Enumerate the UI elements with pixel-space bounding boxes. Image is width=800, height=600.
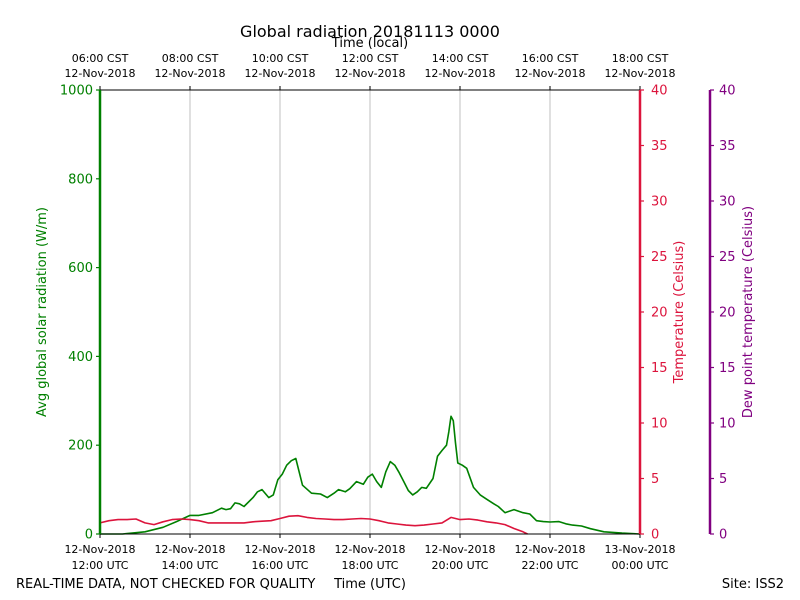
x-axis-label: Time (UTC) xyxy=(333,577,406,592)
x-tick-label: 12-Nov-2018 xyxy=(334,543,405,556)
x2-tick-label: 12-Nov-2018 xyxy=(244,67,315,80)
x2-tick-label: 12:00 CST xyxy=(342,52,399,65)
x-tick-label: 18:00 UTC xyxy=(341,559,398,572)
dewpoint-tick-label: 40 xyxy=(719,84,736,99)
x-tick-label: 12:00 UTC xyxy=(71,559,128,572)
x-tick-label: 12-Nov-2018 xyxy=(64,543,135,556)
x2-tick-label: 18:00 CST xyxy=(612,52,669,65)
radiation-axis-label: Avg global solar radiation (W/m) xyxy=(35,207,50,417)
temperature-tick-label: 35 xyxy=(651,139,668,154)
temperature-tick-label: 25 xyxy=(651,250,668,265)
dewpoint-tick-label: 20 xyxy=(719,306,736,321)
temperature-tick-label: 20 xyxy=(651,306,668,321)
radiation-tick-label: 1000 xyxy=(60,84,93,99)
x2-tick-label: 12-Nov-2018 xyxy=(64,67,135,80)
x2-tick-label: 06:00 CST xyxy=(72,52,129,65)
series-line-radiation xyxy=(100,415,641,535)
axes-layer: 12-Nov-2018 12:00 UTC 12-Nov-2018 14:00 UTC… xyxy=(35,52,756,572)
dewpoint-tick-label: 25 xyxy=(719,250,736,265)
dewpoint-tick-label: 5 xyxy=(719,472,727,487)
radiation-tick-label: 400 xyxy=(68,350,93,365)
temperature-tick-label: 5 xyxy=(651,472,659,487)
temperature-tick-label: 30 xyxy=(651,195,668,210)
x2-tick-label: 16:00 CST xyxy=(522,52,579,65)
radiation-tick-label: 800 xyxy=(68,172,93,187)
radiation-tick-label: 600 xyxy=(68,261,93,276)
temperature-tick-label: 40 xyxy=(651,84,668,99)
x2-tick-label: 12-Nov-2018 xyxy=(154,67,225,80)
x2-tick-label: 12-Nov-2018 xyxy=(334,67,405,80)
dewpoint-tick-label: 10 xyxy=(719,417,736,432)
x-tick-label: 22:00 UTC xyxy=(521,559,578,572)
x-tick-label: 12-Nov-2018 xyxy=(514,543,585,556)
dewpoint-tick-label: 15 xyxy=(719,361,736,376)
temperature-tick-label: 10 xyxy=(651,417,668,432)
temperature-tick-label: 0 xyxy=(651,528,659,543)
x2-tick-label: 14:00 CST xyxy=(432,52,489,65)
dewpoint-tick-label: 35 xyxy=(719,139,736,154)
series-line-temperature xyxy=(99,514,528,535)
dewpoint-tick-label: 0 xyxy=(719,528,727,543)
site-label: Site: ISS2 xyxy=(722,577,784,592)
x-tick-label: 00:00 UTC xyxy=(611,559,668,572)
x2-tick-label: 12-Nov-2018 xyxy=(514,67,585,80)
x2-tick-label: 12-Nov-2018 xyxy=(424,67,495,80)
x-tick-label: 13-Nov-2018 xyxy=(604,543,675,556)
x2-tick-label: 12-Nov-2018 xyxy=(604,67,675,80)
x-tick-label: 12-Nov-2018 xyxy=(424,543,495,556)
x-tick-label: 12-Nov-2018 xyxy=(244,543,315,556)
x2-tick-label: 10:00 CST xyxy=(252,52,309,65)
quality-note: REAL-TIME DATA, NOT CHECKED FOR QUALITY xyxy=(16,577,315,592)
x-tick-label: 14:00 UTC xyxy=(161,559,218,572)
series-layer xyxy=(99,415,641,535)
temperature-axis-label: Temperature (Celsius) xyxy=(672,241,687,385)
x-tick-label: 16:00 UTC xyxy=(251,559,308,572)
x-tick-label: 20:00 UTC xyxy=(431,559,488,572)
x2-axis-label: Time (local) xyxy=(331,36,408,51)
x2-tick-label: 08:00 CST xyxy=(162,52,219,65)
x-tick-label: 12-Nov-2018 xyxy=(154,543,225,556)
temperature-tick-label: 15 xyxy=(651,361,668,376)
dewpoint-axis-label: Dew point temperature (Celsius) xyxy=(741,206,756,418)
radiation-tick-label: 0 xyxy=(85,528,93,543)
chart-title: Global radiation 20181113 0000 xyxy=(240,22,500,41)
dewpoint-tick-label: 30 xyxy=(719,195,736,210)
radiation-tick-label: 200 xyxy=(68,439,93,454)
gridlines xyxy=(189,90,551,534)
